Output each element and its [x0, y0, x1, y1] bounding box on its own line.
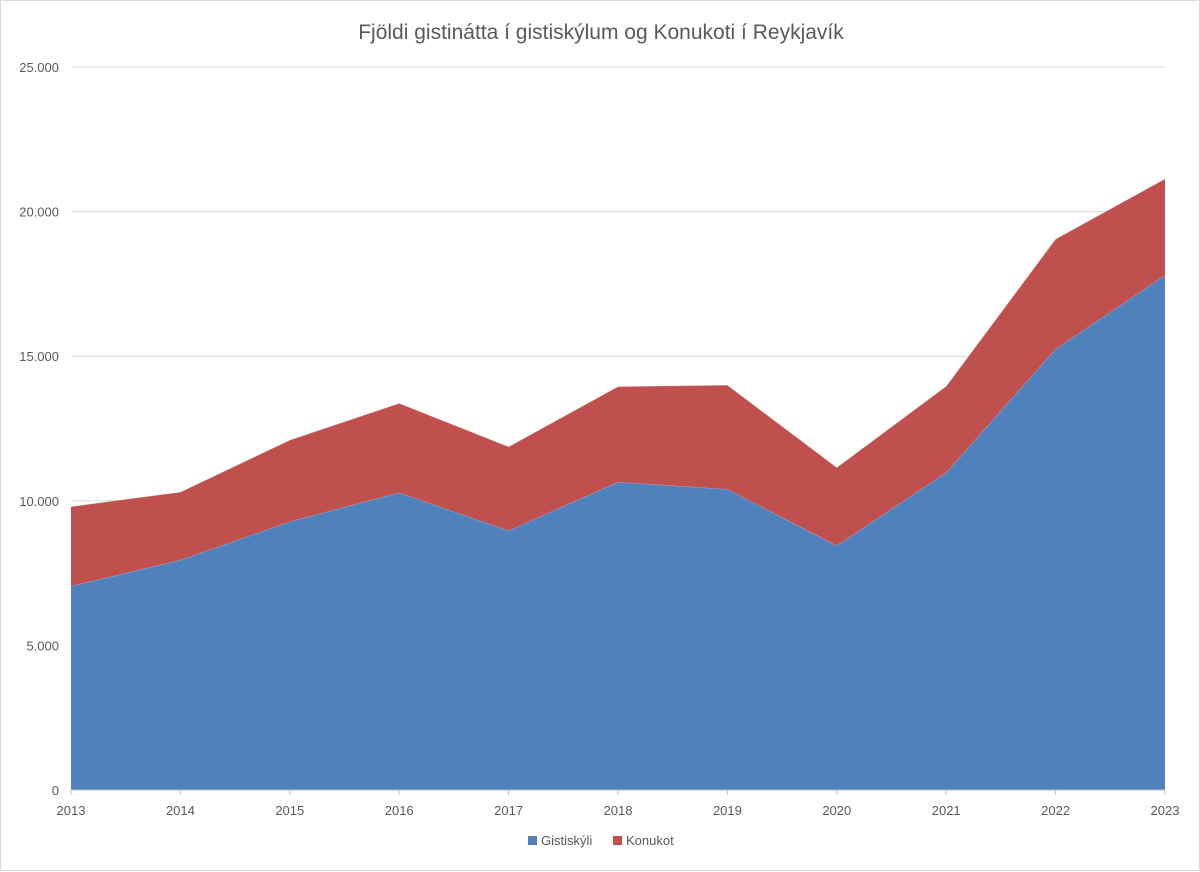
legend: Gistiskýli Konukot: [528, 833, 674, 848]
x-tick-label: 2017: [494, 803, 523, 818]
y-tick-label: 0: [52, 783, 59, 798]
x-tick-label: 2013: [57, 803, 86, 818]
y-tick-label: 5.000: [26, 638, 59, 653]
legend-swatch: [528, 836, 537, 845]
chart-title: Fjöldi gistinátta í gistiskýlum og Konuk…: [358, 21, 844, 44]
y-tick-label: 25.000: [19, 60, 59, 75]
x-tick-label: 2016: [385, 803, 414, 818]
x-tick-label: 2020: [822, 803, 851, 818]
legend-swatch: [613, 836, 622, 845]
y-tick-label: 10.000: [19, 494, 59, 509]
y-tick-label: 15.000: [19, 349, 59, 364]
x-tick-label: 2014: [166, 803, 195, 818]
plot-areas: [71, 179, 1165, 790]
x-tick-label: 2018: [604, 803, 633, 818]
x-tick-label: 2023: [1151, 803, 1180, 818]
legend-label: Konukot: [626, 833, 674, 848]
x-tick-label: 2022: [1041, 803, 1070, 818]
legend-label: Gistiskýli: [541, 833, 592, 848]
x-tick-label: 2021: [932, 803, 961, 818]
y-tick-label: 20.000: [19, 205, 59, 220]
x-tick-label: 2019: [713, 803, 742, 818]
x-tick-label: 2015: [275, 803, 304, 818]
